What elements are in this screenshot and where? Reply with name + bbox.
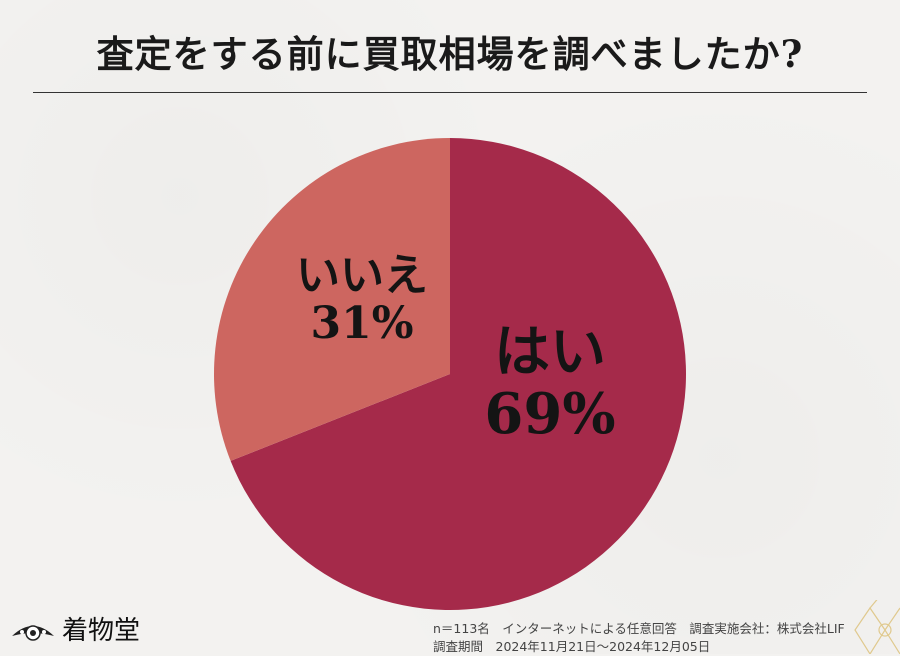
slice-label-yes-value: 69% <box>484 380 616 447</box>
survey-footnote: n＝113名 インターネットによる任意回答 調査実施会社：株式会社LIF 調査期… <box>433 620 845 656</box>
survey-details: n＝113名 インターネットによる任意回答 調査実施会社：株式会社LIF <box>433 621 845 636</box>
corner-ornament <box>854 600 900 654</box>
chart-title: 査定をする前に買取相場を調べましたか? <box>96 32 804 76</box>
slice-label-no: いいえ 31% <box>262 250 462 350</box>
logo-text: 着物堂 <box>62 616 141 646</box>
slice-label-yes-name: はい <box>494 319 606 385</box>
pie-slice-yes <box>230 138 686 610</box>
pie-slice-no <box>213 138 450 461</box>
survey-period: 調査期間 2024年11月21日～2024年12月05日 <box>433 639 711 654</box>
slice-label-no-name: いいえ <box>296 250 428 301</box>
brand-logo: 着物堂 <box>10 610 140 647</box>
slice-label-no-value: 31% <box>310 298 414 350</box>
title-divider <box>33 92 867 93</box>
kimono-fan-icon <box>12 624 54 641</box>
slice-label-yes: はい 69% <box>450 319 650 447</box>
